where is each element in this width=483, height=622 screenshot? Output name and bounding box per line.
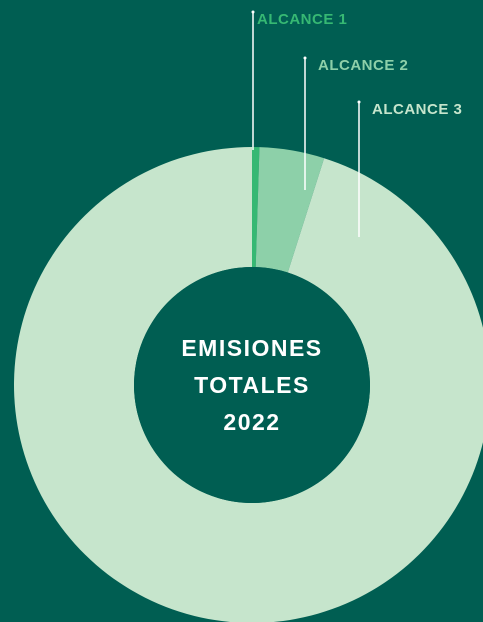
donut-hole [134, 267, 370, 503]
center-text: TOTALES [194, 372, 310, 398]
center-text: EMISIONES [181, 335, 322, 361]
donut-slice [14, 147, 483, 622]
donut-slice [255, 147, 325, 273]
leader-dot [357, 100, 361, 104]
slice-label: ALCANCE 1 [257, 11, 347, 28]
center-text: 2022 [223, 409, 280, 435]
slice-label: ALCANCE 3 [372, 101, 462, 118]
donut-slice [252, 147, 260, 268]
leader-dot [303, 56, 307, 60]
leader-dot [251, 10, 255, 14]
slice-label: ALCANCE 2 [318, 57, 408, 74]
